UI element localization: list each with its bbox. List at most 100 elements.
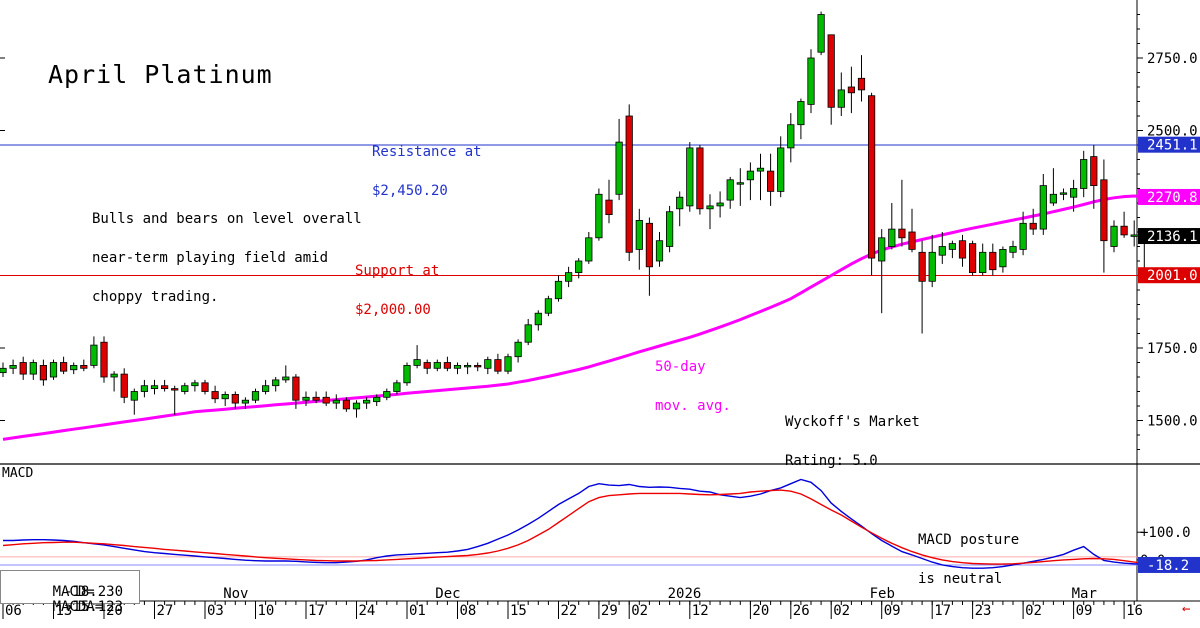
candle-body bbox=[514, 341, 522, 358]
day-label: 13 bbox=[56, 603, 73, 619]
scroll-left-arrow[interactable]: ← bbox=[1182, 601, 1191, 617]
candle-body bbox=[1019, 222, 1027, 250]
candle-body bbox=[282, 376, 290, 381]
price-tick-label: 1500.0 bbox=[1147, 414, 1198, 430]
candle-body bbox=[433, 362, 441, 369]
candle-body bbox=[898, 228, 906, 239]
candle-body bbox=[39, 364, 48, 381]
support-label: Support at $2,000.00 bbox=[355, 239, 439, 343]
candle-body bbox=[1110, 225, 1118, 247]
candle-body bbox=[80, 364, 88, 369]
candle-body bbox=[362, 399, 371, 404]
candle-body bbox=[443, 362, 452, 369]
macd-signal-line bbox=[2, 489, 1155, 565]
moving-average-label-line2: mov. avg. bbox=[655, 398, 731, 414]
candle-body bbox=[767, 170, 775, 192]
candle-body bbox=[585, 237, 593, 262]
candle-body bbox=[554, 280, 563, 300]
day-label: 20 bbox=[752, 603, 769, 619]
candle-body bbox=[251, 391, 260, 401]
day-label: 01 bbox=[409, 603, 426, 619]
candle-body bbox=[756, 167, 765, 172]
candle-body bbox=[191, 382, 199, 387]
candle-body bbox=[726, 179, 734, 201]
candle-body bbox=[1120, 225, 1128, 236]
candle-body bbox=[1059, 192, 1068, 195]
chart-title: April Platinum bbox=[48, 60, 273, 89]
candle-body bbox=[746, 170, 755, 181]
candle-body bbox=[524, 324, 532, 343]
candle-body bbox=[403, 364, 411, 384]
day-label: 15 bbox=[510, 603, 527, 619]
macd-readout: MACD= -18.230 MACDA= -15.123 bbox=[0, 570, 140, 614]
macd-readout-label: MACD= bbox=[52, 584, 95, 600]
price-tag-box bbox=[1138, 188, 1200, 205]
candle-body bbox=[494, 359, 502, 372]
candle-body bbox=[181, 385, 189, 392]
candle-body bbox=[423, 362, 431, 369]
market-rating: Wyckoff's Market Rating: 5.0 bbox=[785, 390, 920, 494]
month-label: Feb bbox=[870, 586, 895, 602]
resistance-label: Resistance at $2,450.20 bbox=[372, 120, 482, 224]
candle-body bbox=[100, 341, 108, 378]
candle-body bbox=[393, 382, 401, 392]
macda-readout-value: -15.123 bbox=[64, 599, 124, 615]
day-label: 02 bbox=[1025, 603, 1042, 619]
candle-body bbox=[878, 237, 886, 262]
day-label: 29 bbox=[601, 603, 618, 619]
month-label: Nov bbox=[223, 586, 248, 602]
day-label: 24 bbox=[359, 603, 376, 619]
candle-body bbox=[817, 14, 825, 53]
candle-body bbox=[261, 385, 270, 392]
candle-body bbox=[130, 391, 138, 401]
day-label: 06 bbox=[5, 603, 22, 619]
candle-body bbox=[534, 312, 542, 326]
candle-body bbox=[60, 362, 68, 372]
macd-value-tag-label: -18.2 bbox=[1147, 558, 1189, 574]
candle-body bbox=[615, 141, 623, 195]
candle-body bbox=[706, 205, 714, 210]
candle-body bbox=[918, 251, 926, 282]
candle-body bbox=[90, 344, 98, 366]
price-tag-box bbox=[1138, 136, 1200, 153]
month-label: 2026 bbox=[668, 586, 702, 602]
candle-body bbox=[827, 34, 835, 108]
candle-body bbox=[1100, 179, 1108, 242]
support-label-line1: Support at bbox=[355, 263, 440, 279]
candle-body bbox=[1130, 234, 1138, 237]
price-tick-label: 2750.0 bbox=[1147, 51, 1198, 67]
moving-average-label: 50-day mov. avg. bbox=[655, 335, 731, 439]
price-tick-label: 2500.0 bbox=[1147, 124, 1198, 140]
price-tag-box bbox=[1138, 228, 1200, 245]
candle-body bbox=[342, 399, 351, 410]
candle-body bbox=[140, 385, 148, 392]
day-label: 26 bbox=[793, 603, 810, 619]
candle-body bbox=[605, 199, 613, 216]
candle-body bbox=[625, 115, 633, 253]
candle-body bbox=[666, 211, 674, 247]
candle-body bbox=[787, 124, 795, 149]
macd-line bbox=[3, 478, 1155, 569]
candle-body bbox=[868, 95, 876, 259]
macda-readout-label: MACDA= bbox=[52, 599, 104, 615]
moving-average-label-line1: 50-day bbox=[655, 359, 706, 375]
candle-body bbox=[575, 260, 583, 274]
candle-body bbox=[1029, 222, 1037, 230]
macd-note-line2: is neutral bbox=[918, 571, 1003, 587]
day-label: 22 bbox=[561, 603, 578, 619]
candle-body bbox=[201, 382, 209, 392]
candle-body bbox=[373, 396, 381, 403]
candle-body bbox=[989, 251, 997, 271]
candle-body bbox=[938, 246, 946, 256]
price-tick-label: 1750.0 bbox=[1147, 341, 1198, 357]
candle-body bbox=[1080, 159, 1088, 189]
candle-body bbox=[272, 379, 280, 387]
day-label: 09 bbox=[884, 603, 901, 619]
candle-body bbox=[171, 388, 179, 391]
candle-body bbox=[595, 193, 603, 239]
candle-body bbox=[736, 182, 744, 185]
candle-body bbox=[676, 196, 684, 210]
candle-body bbox=[120, 373, 128, 398]
macd-tick-label: +100.0 bbox=[1140, 525, 1191, 541]
macd-value-tag-box bbox=[1138, 556, 1200, 573]
